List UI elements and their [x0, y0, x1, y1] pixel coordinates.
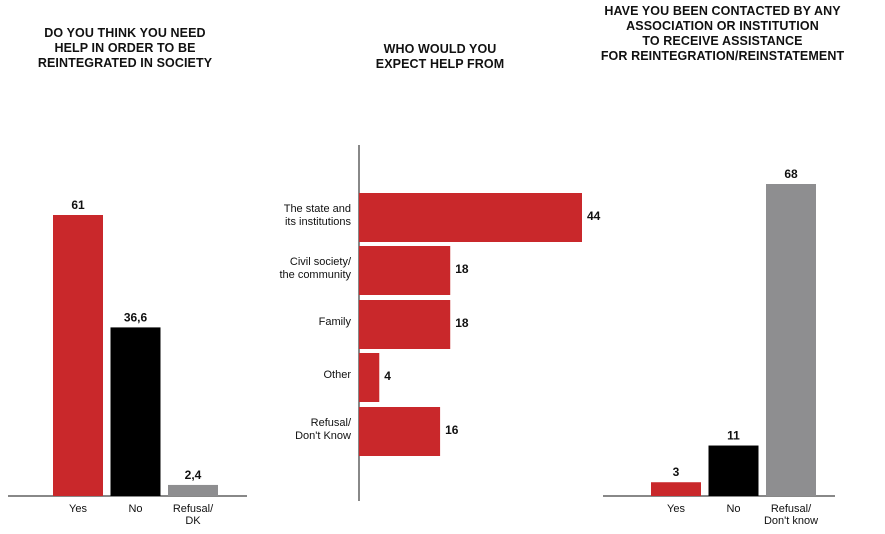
chart3-value-label-0: 3: [673, 465, 680, 479]
chart1-value-label-0: 61: [71, 198, 85, 212]
chart3-category-label-1: No: [726, 503, 740, 515]
chart2-category-label-3: Other: [323, 369, 351, 381]
chart2-value-label-0: 44: [587, 209, 601, 223]
chart1-value-label-2: 2,4: [185, 468, 202, 482]
chart3-bar-2: [766, 184, 816, 496]
chart3-bar-1: [708, 445, 759, 496]
chart2-value-label-3: 4: [384, 369, 391, 383]
chart3-category-label-0: Yes: [667, 503, 685, 515]
chart1-title: DO YOU THINK YOU NEED HELP IN ORDER TO B…: [37, 26, 213, 70]
chart1-value-label-1: 36,6: [124, 310, 148, 324]
chart2-category-label-4: Refusal/Don't Know: [295, 417, 352, 442]
chart2-category-label-2: Family: [319, 316, 352, 328]
chart1-bar-1: [110, 327, 161, 496]
chart3-bar-0: [651, 482, 701, 496]
chart2-value-label-4: 16: [445, 423, 459, 437]
chart2-bar-2: [359, 300, 451, 349]
chart1-bar-2: [168, 484, 218, 496]
chart2-bar-4: [359, 407, 441, 456]
chart2-bar-1: [359, 246, 451, 295]
chart2-category-label-1: Civil society/the community: [279, 256, 351, 281]
chart3-value-label-2: 68: [784, 167, 798, 181]
chart3-category-label-2: Refusal/Don't know: [764, 503, 818, 527]
chart2-bar-3: [359, 353, 380, 402]
chart2-title: WHO WOULD YOU EXPECT HELP FROM: [375, 42, 505, 71]
chart2-bar-0: [359, 193, 582, 242]
chart2-value-label-2: 18: [455, 316, 469, 330]
chart1-category-label-1: No: [128, 503, 142, 515]
chart3-title: HAVE YOU BEEN CONTACTED BY ANY ASSOCIATI…: [600, 4, 845, 63]
chart3-value-label-1: 11: [727, 429, 740, 443]
chart1-category-label-0: Yes: [69, 503, 87, 515]
chart2-category-label-0: The state and its institutions: [284, 203, 352, 228]
chart2-value-label-1: 18: [455, 262, 469, 276]
chart1-bar-0: [53, 215, 103, 496]
chart1-category-label-2: Refusal/DK: [173, 503, 214, 527]
